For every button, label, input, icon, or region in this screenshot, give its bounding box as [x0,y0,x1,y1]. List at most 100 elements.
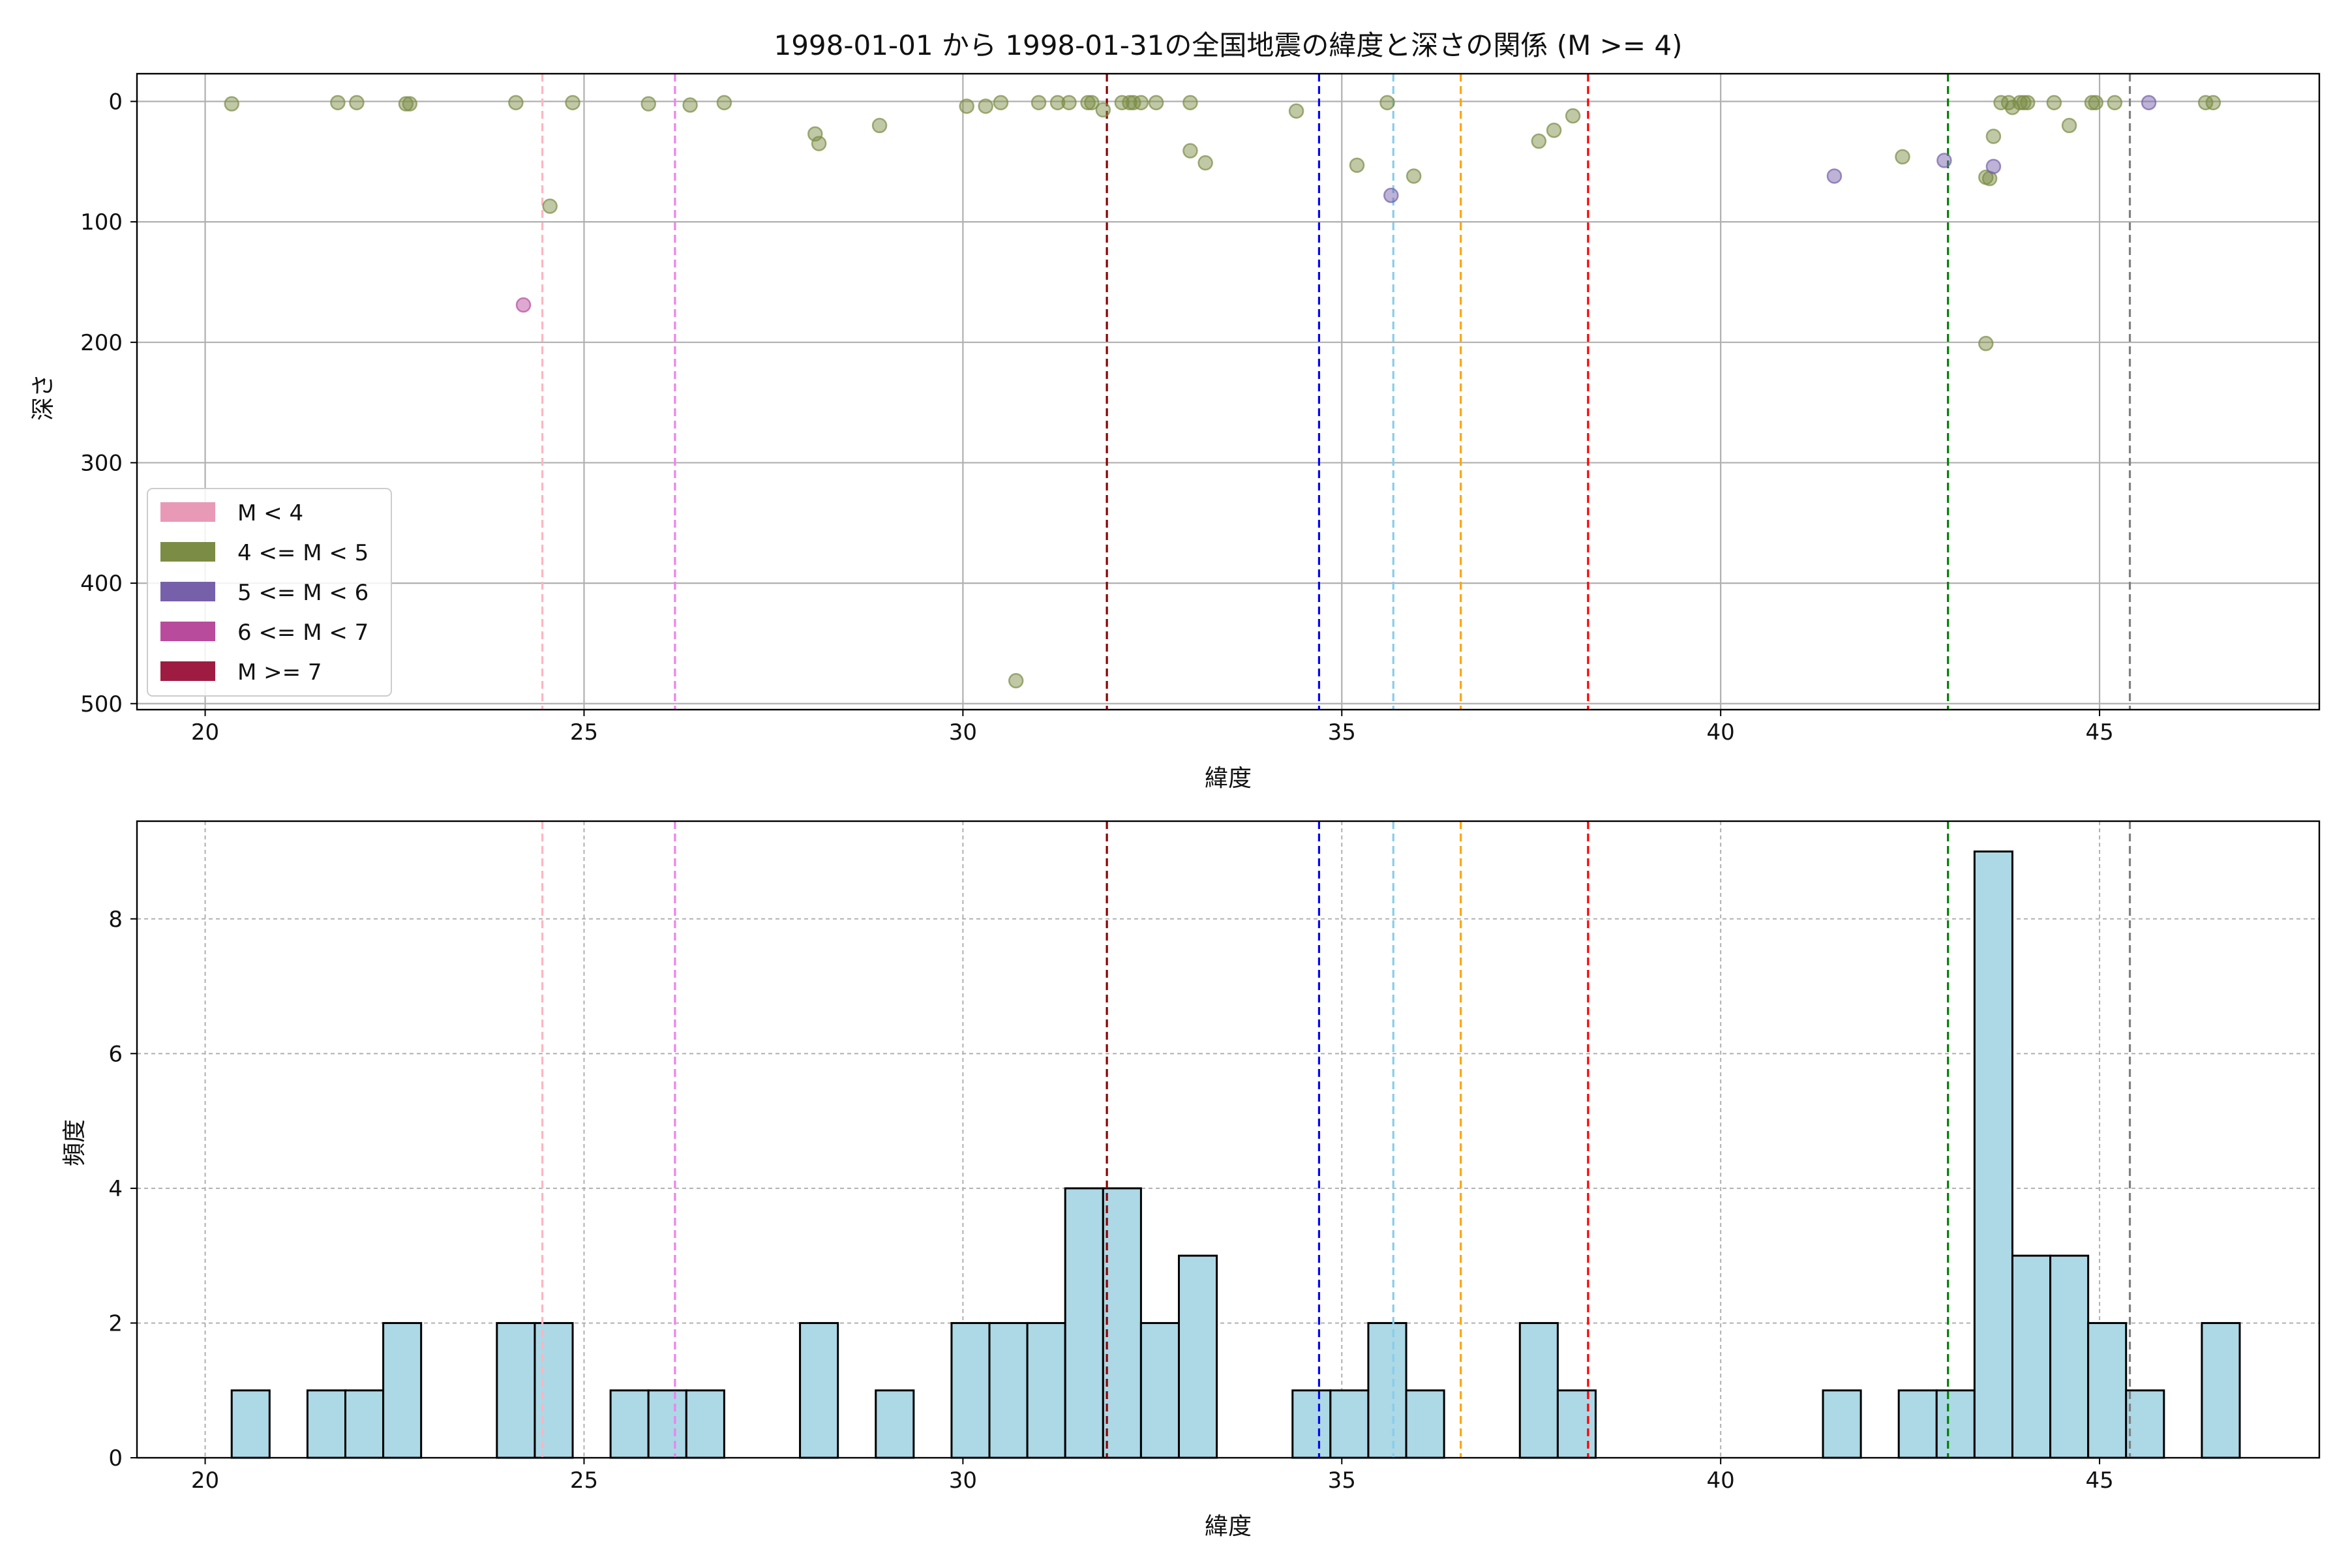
scatter-point [1349,157,1365,173]
scatter-point [1546,123,1562,138]
scatter-point [2205,95,2221,111]
legend-entry-label: 5 <= M < 6 [237,580,369,606]
scatter-y-axis-label: 深さ [30,374,57,421]
histogram-bar [1973,850,2013,1459]
scatter-point [978,98,993,114]
scatter-y-tick-label: 500 [80,691,123,717]
scatter-point [2107,95,2123,111]
histogram-bar [2087,1321,2128,1459]
histogram-bar [2011,1254,2052,1459]
legend-swatch [160,542,215,562]
scatter-point [1049,95,1066,111]
scatter-point [398,96,414,112]
scatter-x-tick-label: 30 [949,719,977,746]
legend-entry-label: M >= 7 [237,659,322,686]
scatter-point [1148,95,1164,111]
histogram-x-tick-label: 20 [191,1468,219,1494]
histogram-plot-frame [136,820,2321,1459]
histogram-bar [534,1321,574,1459]
scatter-point [1895,149,1910,165]
scatter-point [542,198,558,214]
scatter-point [1936,153,1952,168]
scatter-point [993,95,1009,111]
histogram-bar [382,1321,423,1459]
scatter-point [1383,187,1399,204]
histogram-y-tick-label: 0 [108,1445,123,1471]
histogram-bar [988,1321,1029,1459]
scatter-point [1182,143,1198,158]
histogram-x-tick-label: 25 [570,1468,598,1494]
scatter-point [1182,95,1198,111]
scatter-point [1197,155,1213,171]
scatter-point [2019,95,2036,111]
scatter-point [640,96,656,112]
scatter-y-tick-label: 100 [80,209,123,235]
histogram-y-tick-label: 2 [108,1310,123,1336]
scatter-point [2046,95,2062,111]
histogram-bar [230,1389,271,1459]
legend-entry-label: M < 4 [237,500,303,526]
scatter-point [1406,168,1422,184]
histogram-bar [306,1389,346,1459]
histogram-x-tick-label: 40 [1707,1468,1735,1494]
legend-swatch [160,661,215,681]
scatter-point [1133,95,1149,111]
histogram-bar [344,1389,385,1459]
histogram-bar [875,1389,915,1459]
histogram-x-tick-label: 35 [1328,1468,1356,1494]
scatter-x-tick-label: 45 [2085,719,2113,746]
legend-entry-label: 4 <= M < 5 [237,540,369,566]
scatter-point [1985,158,2002,174]
scatter-x-tick-label: 35 [1328,719,1356,746]
scatter-point [1008,672,1024,689]
scatter-point [2016,95,2032,111]
scatter-x-tick-label: 20 [191,719,219,746]
histogram-x-tick-label: 45 [2085,1468,2113,1494]
legend-entry-label: 6 <= M < 7 [237,620,369,646]
scatter-point [1084,95,1100,111]
histogram-bar [685,1389,725,1459]
histogram-bar [1329,1389,1370,1459]
scatter-point [1978,335,1994,352]
histogram-x-axis-label: 緯度 [1205,1513,1252,1540]
scatter-y-tick-label: 300 [80,450,123,476]
scatter-x-axis-label: 緯度 [1205,765,1252,792]
scatter-point [1080,95,1096,111]
scatter-point [1565,108,1581,124]
scatter-point [2141,95,2157,111]
scatter-point [1531,133,1547,149]
scatter-point [1985,128,2002,144]
histogram-bar [1897,1389,1938,1459]
histogram-bar [950,1321,991,1459]
scatter-point [2061,117,2077,134]
scatter-y-tick-label: 400 [80,571,123,597]
histogram-bar [1556,1389,1597,1459]
histogram-bar [1367,1321,1407,1459]
scatter-point [224,96,239,112]
scatter-point [349,95,365,111]
histogram-bar [1102,1187,1142,1459]
scatter-point [1288,103,1304,119]
scatter-point [330,95,346,111]
histogram-bar [1518,1321,1559,1459]
legend-swatch [160,622,215,641]
histogram-bar [1935,1389,1976,1459]
histogram-x-tick-label: 30 [949,1468,977,1494]
histogram-bar [2125,1389,2165,1459]
scatter-point [1061,95,1077,111]
histogram-bar [799,1321,839,1459]
scatter-x-tick-label: 25 [570,719,598,746]
scatter-point [959,98,974,114]
scatter-point [1826,168,1843,184]
histogram-bar [1026,1321,1066,1459]
scatter-point [1379,95,1395,111]
histogram-y-tick-label: 4 [108,1176,123,1202]
scatter-point [811,136,827,151]
scatter-point [1031,95,1047,111]
histogram-bar [1822,1389,1862,1459]
chart-title: 1998-01-01 から 1998-01-31の全国地震の緯度と深さの関係 (… [774,29,1682,61]
histogram-y-tick-label: 6 [108,1041,123,1067]
histogram-bar [1139,1321,1180,1459]
scatter-point [1122,95,1137,111]
scatter-point [515,297,532,313]
